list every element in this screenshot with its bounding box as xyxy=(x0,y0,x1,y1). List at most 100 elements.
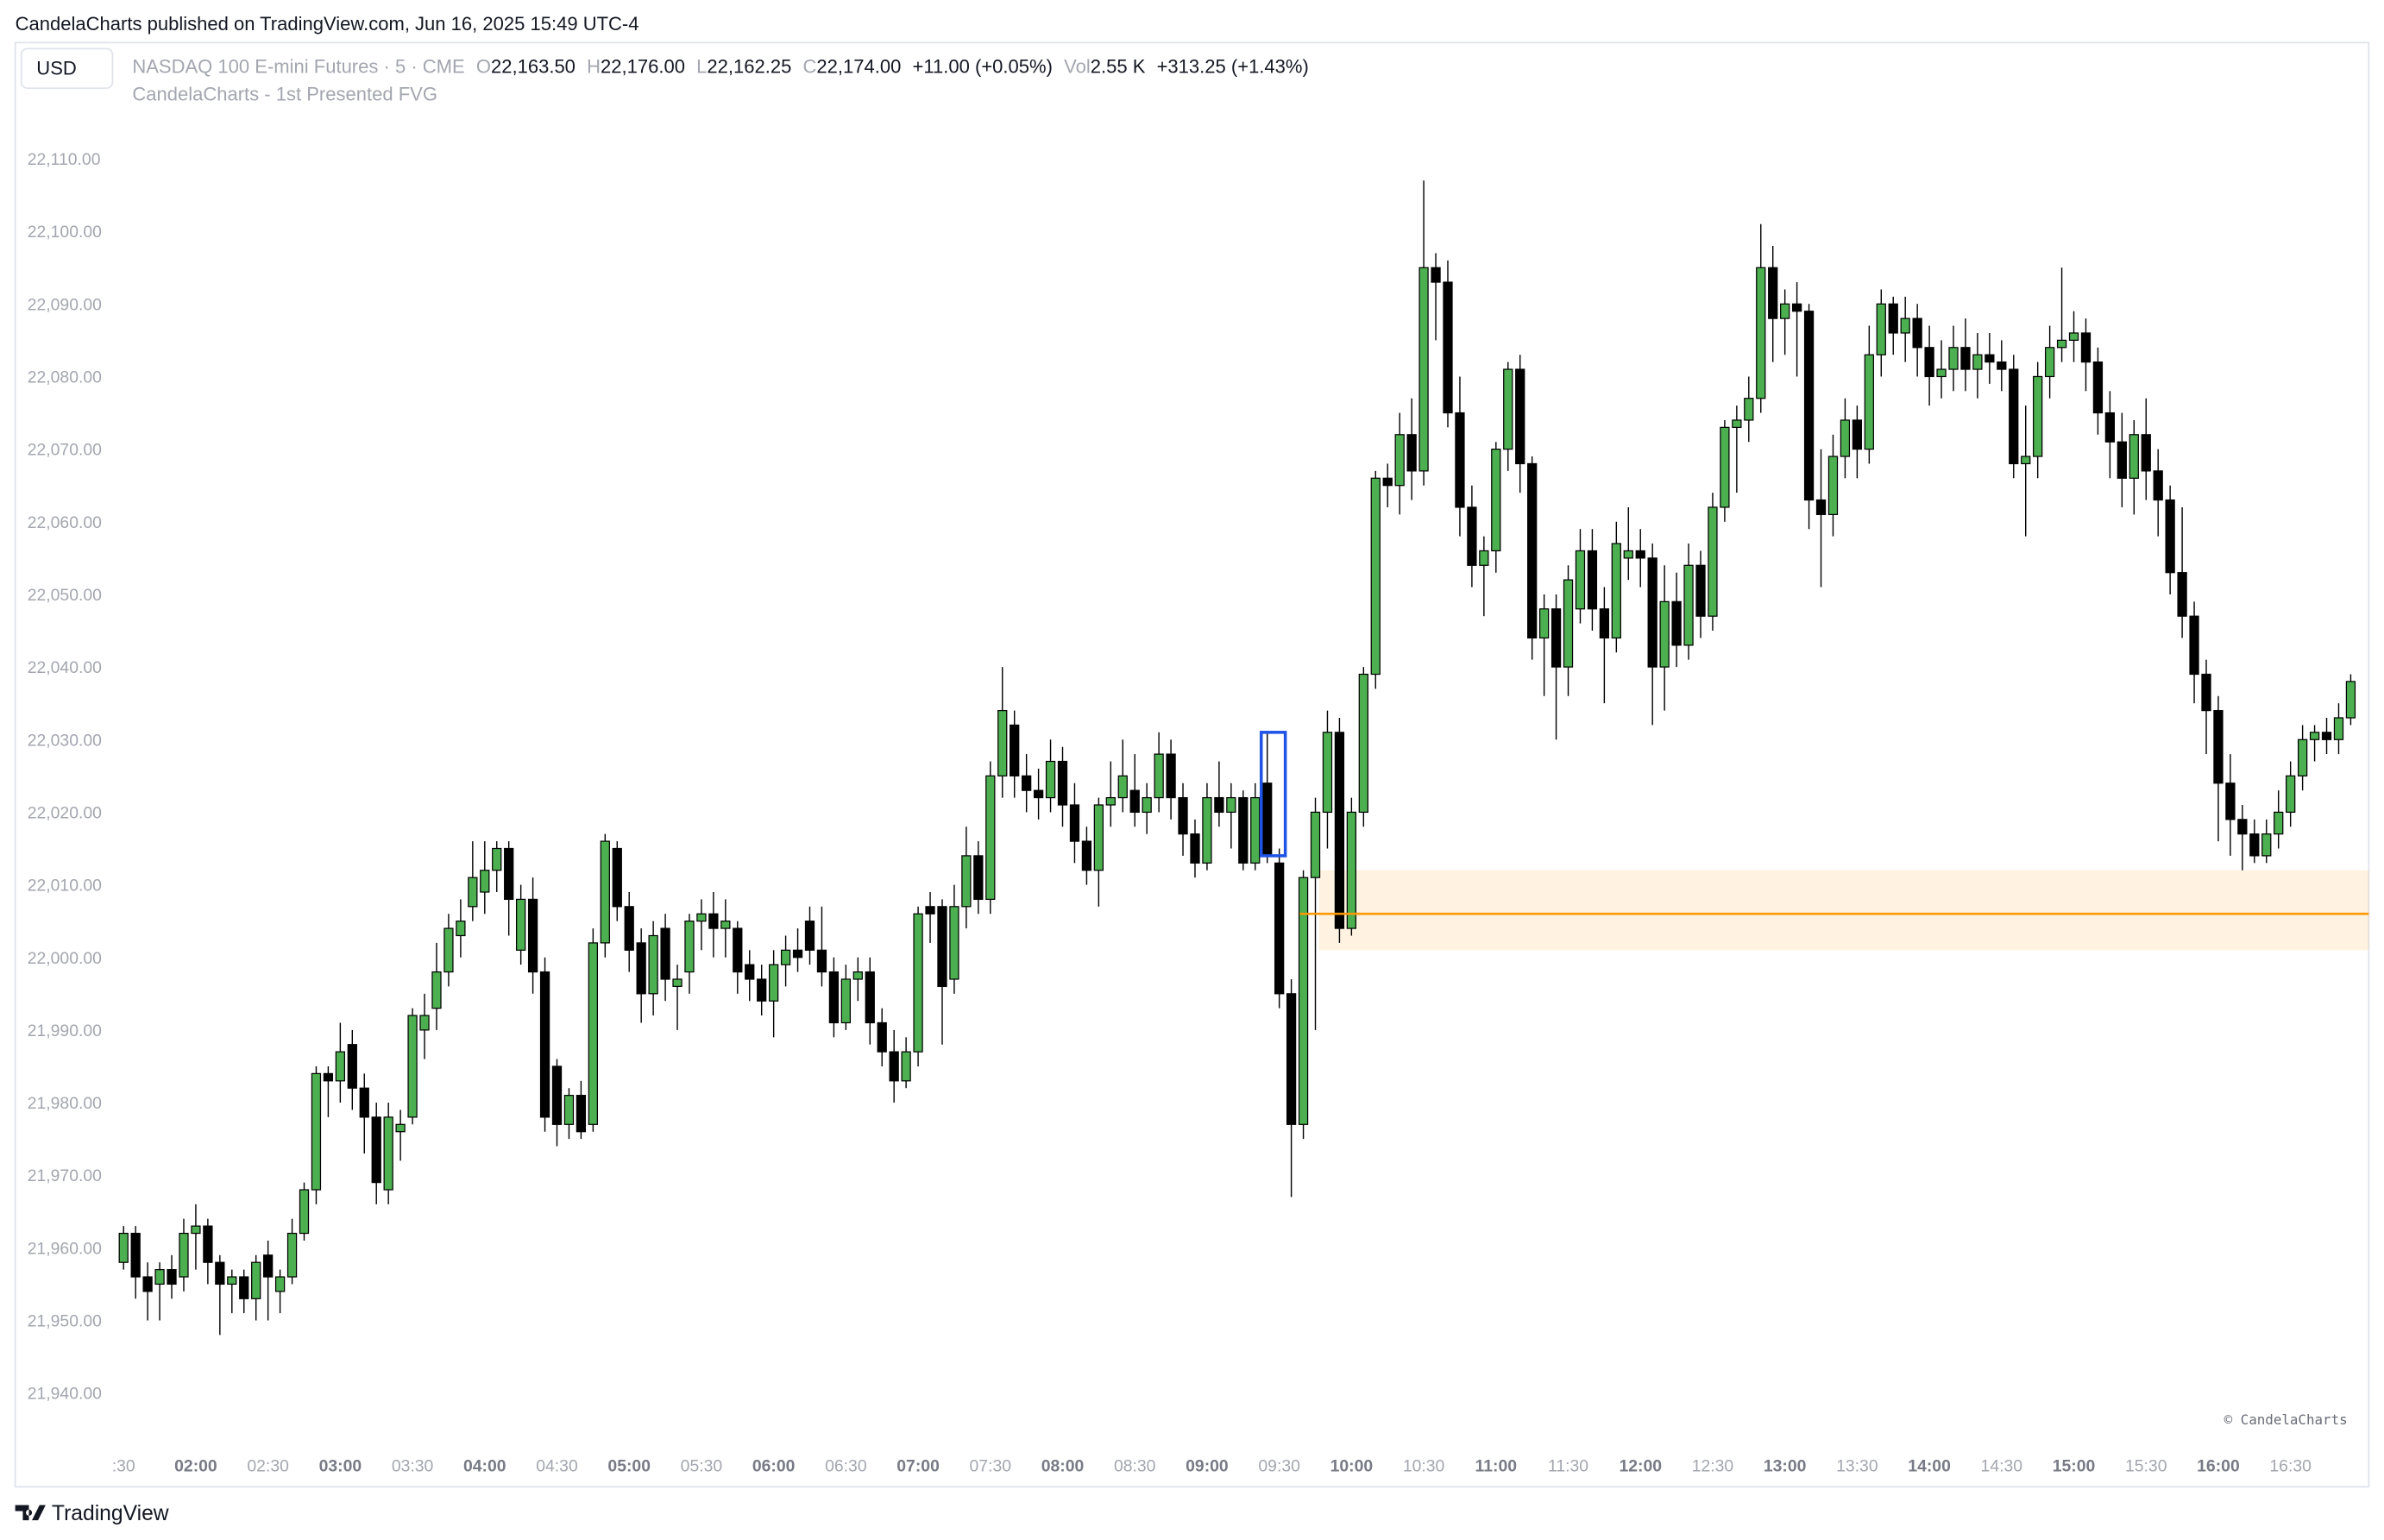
y-tick-label: 21,990.00 xyxy=(28,1021,102,1040)
x-tick-label: 05:30 xyxy=(681,1457,723,1476)
x-tick-label: 04:30 xyxy=(536,1457,578,1476)
candle-body xyxy=(612,847,622,908)
x-tick-label: 08:00 xyxy=(1041,1457,1085,1476)
candle-body xyxy=(1900,317,1910,334)
watermark: © CandelaCharts xyxy=(2224,1411,2348,1428)
candle-body xyxy=(1479,550,1489,566)
candle-body xyxy=(1972,354,1983,370)
x-tick-label: 11:30 xyxy=(1548,1457,1588,1476)
candle-body xyxy=(480,870,490,893)
candle-body xyxy=(636,942,646,995)
y-tick-label: 22,080.00 xyxy=(28,368,102,387)
candle-body xyxy=(1888,303,1898,334)
candle-body xyxy=(2286,775,2296,814)
candle-body xyxy=(925,906,935,915)
candle-body xyxy=(335,1051,345,1082)
candle-body xyxy=(2009,368,2019,465)
x-tick-label: 04:00 xyxy=(463,1457,506,1476)
candle-body xyxy=(672,978,682,988)
candle-body xyxy=(1238,796,1249,864)
x-tick-label: 16:30 xyxy=(2269,1457,2312,1476)
candle-body xyxy=(816,949,827,973)
candle-body xyxy=(2274,811,2284,835)
vol-label: Vol xyxy=(1064,56,1091,78)
candle-body xyxy=(2021,456,2031,465)
y-tick-label: 21,980.00 xyxy=(28,1094,102,1113)
x-tick-label: 07:30 xyxy=(970,1457,1012,1476)
ohlc-label: C xyxy=(803,56,817,78)
candle-body xyxy=(1214,796,1224,814)
currency[interactable]: USD xyxy=(36,57,76,79)
candle-body xyxy=(2141,434,2151,472)
x-tick-label: 06:30 xyxy=(825,1457,867,1476)
symbol: NASDAQ 100 E-mini Futures · 5 · CME xyxy=(132,56,464,78)
candle-body xyxy=(1286,993,1297,1125)
candle-body xyxy=(323,1072,334,1082)
candle-body xyxy=(1010,724,1020,776)
x-tick-label: 02:00 xyxy=(174,1457,217,1476)
candle-body xyxy=(1587,550,1598,610)
candle-body xyxy=(1298,877,1309,1125)
candle-body xyxy=(2321,732,2332,740)
candle-body xyxy=(299,1189,310,1235)
legend-line: NASDAQ 100 E-mini Futures · 5 · CME O 22,… xyxy=(132,56,1309,78)
candle-body xyxy=(527,898,538,973)
indicator-name: CandelaCharts - 1st Presented FVG xyxy=(132,83,437,104)
ohlc-value: 22,176.00 xyxy=(601,56,685,78)
candle-body xyxy=(215,1261,225,1285)
ohlc-value: 22,162.25 xyxy=(707,56,791,78)
ohlc-label: O xyxy=(476,56,491,78)
candle-body xyxy=(1117,775,1128,799)
currency-button[interactable] xyxy=(20,47,114,90)
candle-body xyxy=(2297,739,2308,776)
candle-body xyxy=(1503,368,1513,450)
candle-body xyxy=(733,927,743,973)
candle-body xyxy=(1154,753,1164,799)
candle-body xyxy=(792,949,803,959)
candle-body xyxy=(865,971,875,1024)
candle-body xyxy=(769,964,779,1002)
candle-body xyxy=(2044,347,2055,378)
x-tick-label: 08:30 xyxy=(1114,1457,1156,1476)
candle-body xyxy=(371,1116,381,1184)
x-tick-label: 09:30 xyxy=(1258,1457,1300,1476)
fvg-box xyxy=(1259,731,1287,858)
fvg-zone xyxy=(1318,870,2369,951)
y-tick-label: 22,050.00 xyxy=(28,586,102,605)
x-tick-label: :30 xyxy=(112,1457,135,1476)
candle-body xyxy=(1551,608,1562,668)
candle-body xyxy=(2345,681,2356,719)
candle-body xyxy=(624,906,634,951)
candle-body xyxy=(1695,564,1706,617)
candle-body xyxy=(251,1261,261,1299)
candle-body xyxy=(937,906,947,988)
candle-body xyxy=(745,964,755,980)
candle-body xyxy=(359,1087,369,1118)
candle-body xyxy=(2201,673,2211,712)
candle-body xyxy=(1599,608,1610,639)
candle-body xyxy=(913,913,923,1053)
candle-body xyxy=(1105,796,1116,806)
candle-body xyxy=(1708,506,1718,617)
candle-body xyxy=(2117,441,2127,479)
candle-body xyxy=(2080,332,2092,363)
x-tick-label: 12:30 xyxy=(1692,1457,1734,1476)
candle-body xyxy=(1443,281,1453,414)
ohlc-label: L xyxy=(696,56,707,78)
candle-body xyxy=(588,942,599,1125)
candle-body xyxy=(973,855,984,901)
candle-body xyxy=(468,877,478,908)
candle-body xyxy=(1166,753,1176,799)
candle-body xyxy=(227,1276,237,1285)
x-tick-label: 12:00 xyxy=(1619,1457,1662,1476)
y-tick-label: 22,070.00 xyxy=(28,441,102,460)
candle-body xyxy=(1538,608,1550,639)
candle-body xyxy=(804,921,815,951)
candle-body xyxy=(1791,303,1802,312)
x-tick-label: 13:30 xyxy=(1836,1457,1878,1476)
candle-body xyxy=(2104,412,2116,443)
x-tick-label: 14:00 xyxy=(1908,1457,1951,1476)
candle-body xyxy=(383,1116,393,1191)
candle-body xyxy=(1720,426,1730,508)
candle-body xyxy=(1997,361,2007,370)
